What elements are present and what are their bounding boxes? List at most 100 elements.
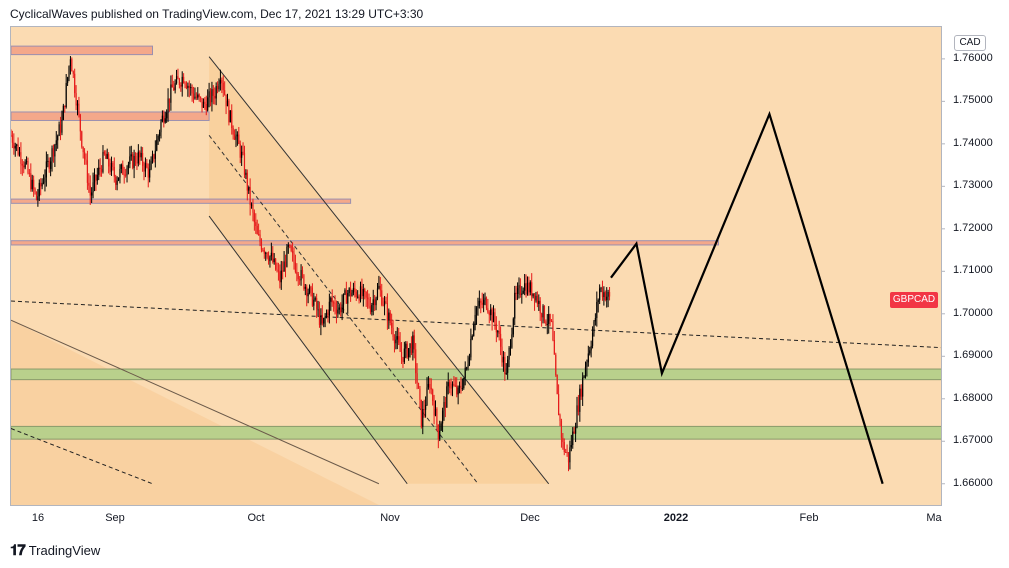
candle-body — [78, 103, 80, 115]
candle-body — [535, 295, 537, 301]
candle-body — [212, 89, 214, 96]
candle-body — [402, 356, 404, 362]
candle-body — [434, 408, 437, 416]
candle-body — [270, 252, 272, 257]
x-tick-label: 2022 — [663, 512, 689, 524]
candle-body — [287, 245, 289, 247]
candle-body — [324, 316, 326, 318]
candle-body — [419, 388, 421, 400]
candle-body — [132, 154, 134, 168]
candle-body — [198, 94, 200, 97]
candle-body — [403, 348, 405, 362]
candle-body — [74, 73, 76, 94]
candle-body — [98, 167, 100, 175]
candle-body — [55, 140, 57, 145]
candle-body — [355, 291, 357, 298]
candle-body — [488, 312, 490, 316]
candle-body — [269, 256, 271, 262]
candle-body — [226, 100, 229, 107]
candle-body — [93, 175, 96, 183]
candle-body — [429, 384, 431, 388]
candle-body — [586, 362, 588, 367]
candle-body — [458, 385, 461, 388]
candle-body — [296, 271, 298, 275]
candle-body — [239, 144, 241, 158]
candle-body — [241, 151, 243, 158]
candle-body — [272, 252, 274, 263]
candle-body — [168, 98, 171, 103]
candle-body — [376, 288, 379, 299]
candle-body — [439, 430, 441, 440]
candle-body — [215, 86, 217, 99]
candle-body — [443, 402, 445, 411]
candle-body — [68, 66, 70, 78]
price-axis[interactable] — [942, 26, 999, 506]
candle-body — [480, 300, 482, 303]
candle-body — [393, 336, 396, 344]
candle-body — [484, 297, 486, 300]
candle-body — [542, 305, 544, 318]
candle-body — [573, 431, 575, 434]
candle-body — [51, 148, 53, 162]
candle-body — [311, 287, 313, 306]
y-tick-label: 1.72000 — [953, 221, 993, 234]
candle-body — [574, 427, 577, 434]
candle-body — [228, 100, 230, 123]
candle-body — [301, 270, 304, 276]
candle-body — [273, 258, 275, 263]
candle-body — [330, 297, 332, 302]
candle-body — [283, 261, 285, 272]
candle-body — [57, 135, 59, 141]
candle-body — [433, 401, 435, 416]
support-zone-upper — [11, 368, 941, 381]
candle-body — [304, 286, 306, 289]
candle-body — [222, 82, 224, 91]
candle-body — [299, 279, 301, 281]
candle-body — [526, 282, 529, 295]
candle-body — [572, 431, 574, 446]
candle-body — [262, 249, 264, 251]
long-diagonal-line — [11, 319, 380, 485]
candle-body — [139, 151, 141, 158]
candle-body — [416, 373, 418, 384]
candle-body — [156, 139, 158, 151]
candle-body — [463, 377, 465, 389]
candle-body — [246, 172, 248, 191]
tradingview-footer[interactable]: 𝟏𝟕 TradingView — [10, 542, 100, 559]
candle-body — [334, 302, 336, 309]
currency-badge[interactable]: CAD — [954, 35, 986, 51]
candle-body — [256, 225, 258, 235]
candle-body — [395, 339, 397, 344]
candle-body — [400, 351, 403, 357]
candle-body — [260, 242, 263, 250]
candle-body — [374, 299, 376, 306]
candle-body — [511, 334, 513, 348]
candle-body — [150, 161, 152, 170]
candle-body — [583, 375, 585, 378]
candle-body — [89, 185, 91, 196]
channel-upper-line — [208, 56, 550, 485]
candle-body — [229, 110, 231, 123]
candle-body — [570, 445, 572, 448]
candle-body — [483, 299, 485, 305]
candle-body — [200, 96, 202, 99]
candle-body — [137, 151, 139, 164]
candle-body — [218, 83, 220, 90]
candle-body — [379, 285, 381, 291]
candle-body — [216, 86, 219, 90]
candle-body — [61, 119, 63, 133]
candle-body — [18, 152, 21, 155]
candle-body — [86, 160, 89, 183]
candle-body — [161, 115, 164, 122]
candle-body — [291, 250, 294, 254]
candle-body — [65, 82, 67, 108]
y-tick-label: 1.71000 — [953, 264, 993, 277]
candle-body — [181, 76, 183, 87]
candle-body — [177, 76, 179, 80]
candle-body — [422, 409, 424, 427]
support-zone-lower — [11, 425, 941, 440]
candle-body — [440, 423, 442, 431]
candle-body — [487, 308, 489, 313]
candle-body — [316, 298, 318, 310]
candle-body — [457, 387, 459, 395]
